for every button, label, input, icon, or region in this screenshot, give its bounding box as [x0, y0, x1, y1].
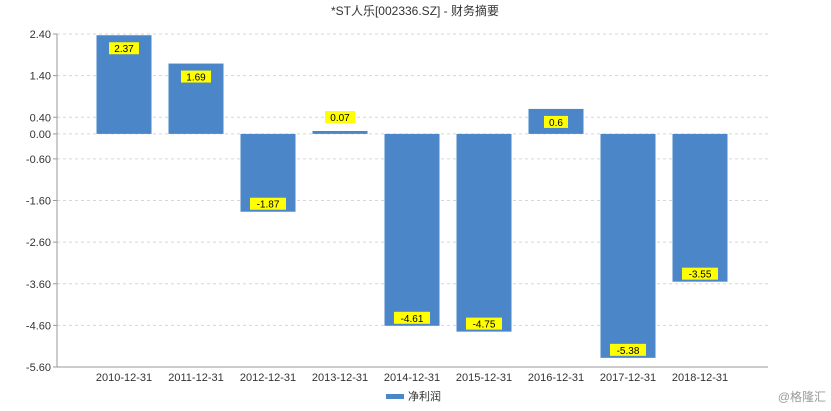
- y-tick-label: -0.60: [26, 154, 51, 166]
- x-axis: 2010-12-31 2011-12-31 2012-12-31 2013-12-31…: [57, 366, 768, 384]
- x-tick-label: 2012-12-31: [240, 372, 296, 384]
- y-tick-label: -3.60: [26, 279, 51, 291]
- y-tick-label: 1.40: [30, 71, 51, 83]
- data-label: -4.75: [466, 317, 502, 331]
- data-label-text: 2.37: [114, 44, 134, 55]
- bar[interactable]: [672, 133, 728, 282]
- chart-title: *ST人乐[002336.SZ] - 财务摘要: [331, 3, 499, 18]
- x-tick-label: 2015-12-31: [456, 372, 512, 384]
- data-label-text: -5.38: [617, 346, 640, 357]
- data-label-bg: [466, 317, 502, 330]
- data-label-text: 0.6: [549, 118, 563, 129]
- x-tick-label: 2016-12-31: [528, 372, 584, 384]
- y-tick-label: -5.60: [26, 362, 51, 374]
- data-label: 2.37: [109, 42, 139, 55]
- data-label-text: -3.55: [689, 270, 712, 281]
- data-label-text: -1.87: [257, 200, 280, 211]
- data-label-bg: [325, 110, 355, 123]
- bar[interactable]: [600, 133, 656, 358]
- y-tick-label: 0.00: [30, 129, 51, 141]
- data-label: -4.61: [394, 311, 430, 325]
- x-tick-label: 2010-12-31: [96, 372, 152, 384]
- data-label-text: 0.07: [330, 113, 350, 124]
- data-label-bg: [610, 343, 646, 356]
- data-label: 0.07: [325, 110, 355, 124]
- x-tick-label: 2017-12-31: [600, 372, 656, 384]
- x-tick-label: 2011-12-31: [168, 372, 223, 384]
- data-label: 1.69: [181, 70, 211, 84]
- data-label: -1.87: [250, 197, 286, 211]
- legend[interactable]: 净利润: [386, 389, 441, 403]
- data-label-bg: [109, 42, 139, 55]
- data-label-bg: [394, 311, 430, 324]
- data-label-bg: [250, 197, 286, 210]
- y-tick-label: -2.60: [26, 237, 51, 249]
- data-label-text: 1.69: [186, 73, 206, 84]
- y-tick-label: 0.40: [30, 112, 51, 124]
- bar[interactable]: [384, 133, 440, 326]
- data-label-text: -4.61: [401, 314, 424, 325]
- data-label: 0.6: [544, 115, 568, 129]
- data-label-bg: [544, 115, 568, 128]
- data-labels: 2.37 1.69 -1.87 0.07 -4.61 -4.75 0.6 -5.38 -3.55: [109, 42, 718, 357]
- y-tick-label: -4.60: [26, 320, 51, 332]
- x-tick-label: 2014-12-31: [384, 372, 440, 384]
- x-tick-label: 2018-12-31: [672, 372, 728, 384]
- data-label-bg: [181, 70, 211, 83]
- data-label-bg: [682, 267, 718, 280]
- data-label-text: -4.75: [473, 320, 496, 331]
- x-tick-label: 2013-12-31: [312, 372, 368, 384]
- legend-swatch: [386, 394, 404, 399]
- y-axis: 2.40 1.40 0.40 0.00 -0.60 -1.60 -2.60 -3.60 -4.6…: [26, 29, 58, 374]
- data-label: -3.55: [682, 267, 718, 281]
- bar[interactable]: [456, 133, 512, 332]
- bar[interactable]: [312, 130, 368, 134]
- y-tick-label: -1.60: [26, 196, 51, 208]
- data-label: -5.38: [610, 343, 646, 357]
- y-tick-label: 2.40: [30, 29, 51, 41]
- legend-label: 净利润: [408, 389, 441, 403]
- bar-series: [96, 35, 728, 358]
- watermark: @格隆汇: [778, 389, 826, 404]
